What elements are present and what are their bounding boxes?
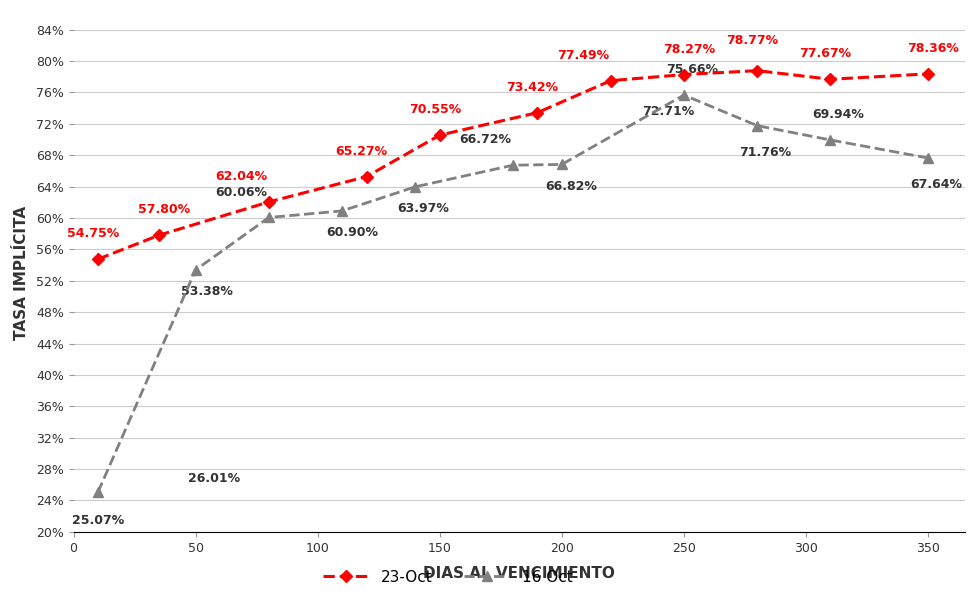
Text: 63.97%: 63.97% <box>397 202 449 215</box>
Text: 66.72%: 66.72% <box>460 133 512 147</box>
Text: 25.07%: 25.07% <box>72 514 124 527</box>
Text: 57.80%: 57.80% <box>138 203 190 216</box>
Text: 53.38%: 53.38% <box>181 285 233 298</box>
23-Oct <box>824 76 836 83</box>
16 Oct <box>922 154 934 161</box>
23-Oct <box>678 71 690 78</box>
16 Oct <box>92 489 104 496</box>
16 Oct <box>824 136 836 144</box>
16 Oct <box>678 91 690 99</box>
23-Oct <box>153 231 165 239</box>
Text: 26.01%: 26.01% <box>188 472 240 485</box>
Line: 23-Oct: 23-Oct <box>94 66 932 263</box>
Text: 69.94%: 69.94% <box>812 108 864 121</box>
Text: 78.27%: 78.27% <box>662 42 714 56</box>
Text: 72.71%: 72.71% <box>643 105 695 118</box>
23-Oct <box>434 132 446 139</box>
Text: 66.82%: 66.82% <box>546 179 598 193</box>
23-Oct <box>531 109 543 116</box>
16 Oct <box>556 161 567 168</box>
Text: 65.27%: 65.27% <box>335 145 388 158</box>
16 Oct <box>507 161 518 169</box>
Text: 73.42%: 73.42% <box>507 81 559 94</box>
Text: 54.75%: 54.75% <box>67 227 120 240</box>
23-Oct <box>361 173 372 180</box>
23-Oct <box>605 77 616 84</box>
Legend: 23-Oct, 16 Oct: 23-Oct, 16 Oct <box>318 565 578 591</box>
16 Oct <box>410 183 421 190</box>
Text: 70.55%: 70.55% <box>409 103 461 117</box>
Line: 16 Oct: 16 Oct <box>93 90 933 497</box>
23-Oct <box>752 67 763 74</box>
Text: 78.77%: 78.77% <box>726 34 778 47</box>
Y-axis label: TASA IMPLÍCITA: TASA IMPLÍCITA <box>14 206 28 340</box>
Text: 77.67%: 77.67% <box>800 47 852 60</box>
16 Oct <box>752 122 763 129</box>
Text: 67.64%: 67.64% <box>909 178 961 191</box>
16 Oct <box>336 208 348 215</box>
16 Oct <box>263 214 274 221</box>
Text: 77.49%: 77.49% <box>558 49 610 62</box>
23-Oct <box>922 70 934 77</box>
X-axis label: DIAS AL VENCIMIENTO: DIAS AL VENCIMIENTO <box>423 566 615 581</box>
16 Oct <box>190 266 202 273</box>
Text: 60.90%: 60.90% <box>326 226 378 239</box>
Text: 78.36%: 78.36% <box>906 42 958 55</box>
Text: 62.04%: 62.04% <box>216 170 268 183</box>
23-Oct <box>263 199 274 206</box>
Text: 71.76%: 71.76% <box>739 146 791 158</box>
23-Oct <box>92 255 104 263</box>
Text: 60.06%: 60.06% <box>216 185 268 199</box>
Text: 75.66%: 75.66% <box>665 63 717 76</box>
